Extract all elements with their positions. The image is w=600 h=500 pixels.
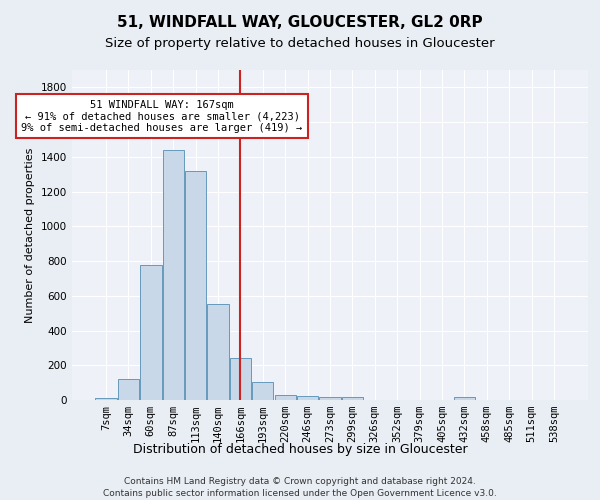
Y-axis label: Number of detached properties: Number of detached properties xyxy=(25,148,35,322)
Bar xyxy=(275,395,296,400)
Bar xyxy=(118,379,139,400)
Text: 51, WINDFALL WAY, GLOUCESTER, GL2 0RP: 51, WINDFALL WAY, GLOUCESTER, GL2 0RP xyxy=(117,15,483,30)
Bar xyxy=(454,396,475,400)
Bar xyxy=(252,382,274,400)
Text: Contains HM Land Registry data © Crown copyright and database right 2024.
Contai: Contains HM Land Registry data © Crown c… xyxy=(103,476,497,498)
Text: Size of property relative to detached houses in Gloucester: Size of property relative to detached ho… xyxy=(105,38,495,51)
Bar xyxy=(230,358,251,400)
Text: Distribution of detached houses by size in Gloucester: Distribution of detached houses by size … xyxy=(133,442,467,456)
Bar xyxy=(208,304,229,400)
Bar xyxy=(297,396,318,400)
Bar xyxy=(95,398,117,400)
Bar xyxy=(185,170,206,400)
Bar xyxy=(163,150,184,400)
Text: 51 WINDFALL WAY: 167sqm
← 91% of detached houses are smaller (4,223)
9% of semi-: 51 WINDFALL WAY: 167sqm ← 91% of detache… xyxy=(22,100,302,132)
Bar xyxy=(140,264,161,400)
Bar xyxy=(319,396,341,400)
Bar xyxy=(342,398,363,400)
